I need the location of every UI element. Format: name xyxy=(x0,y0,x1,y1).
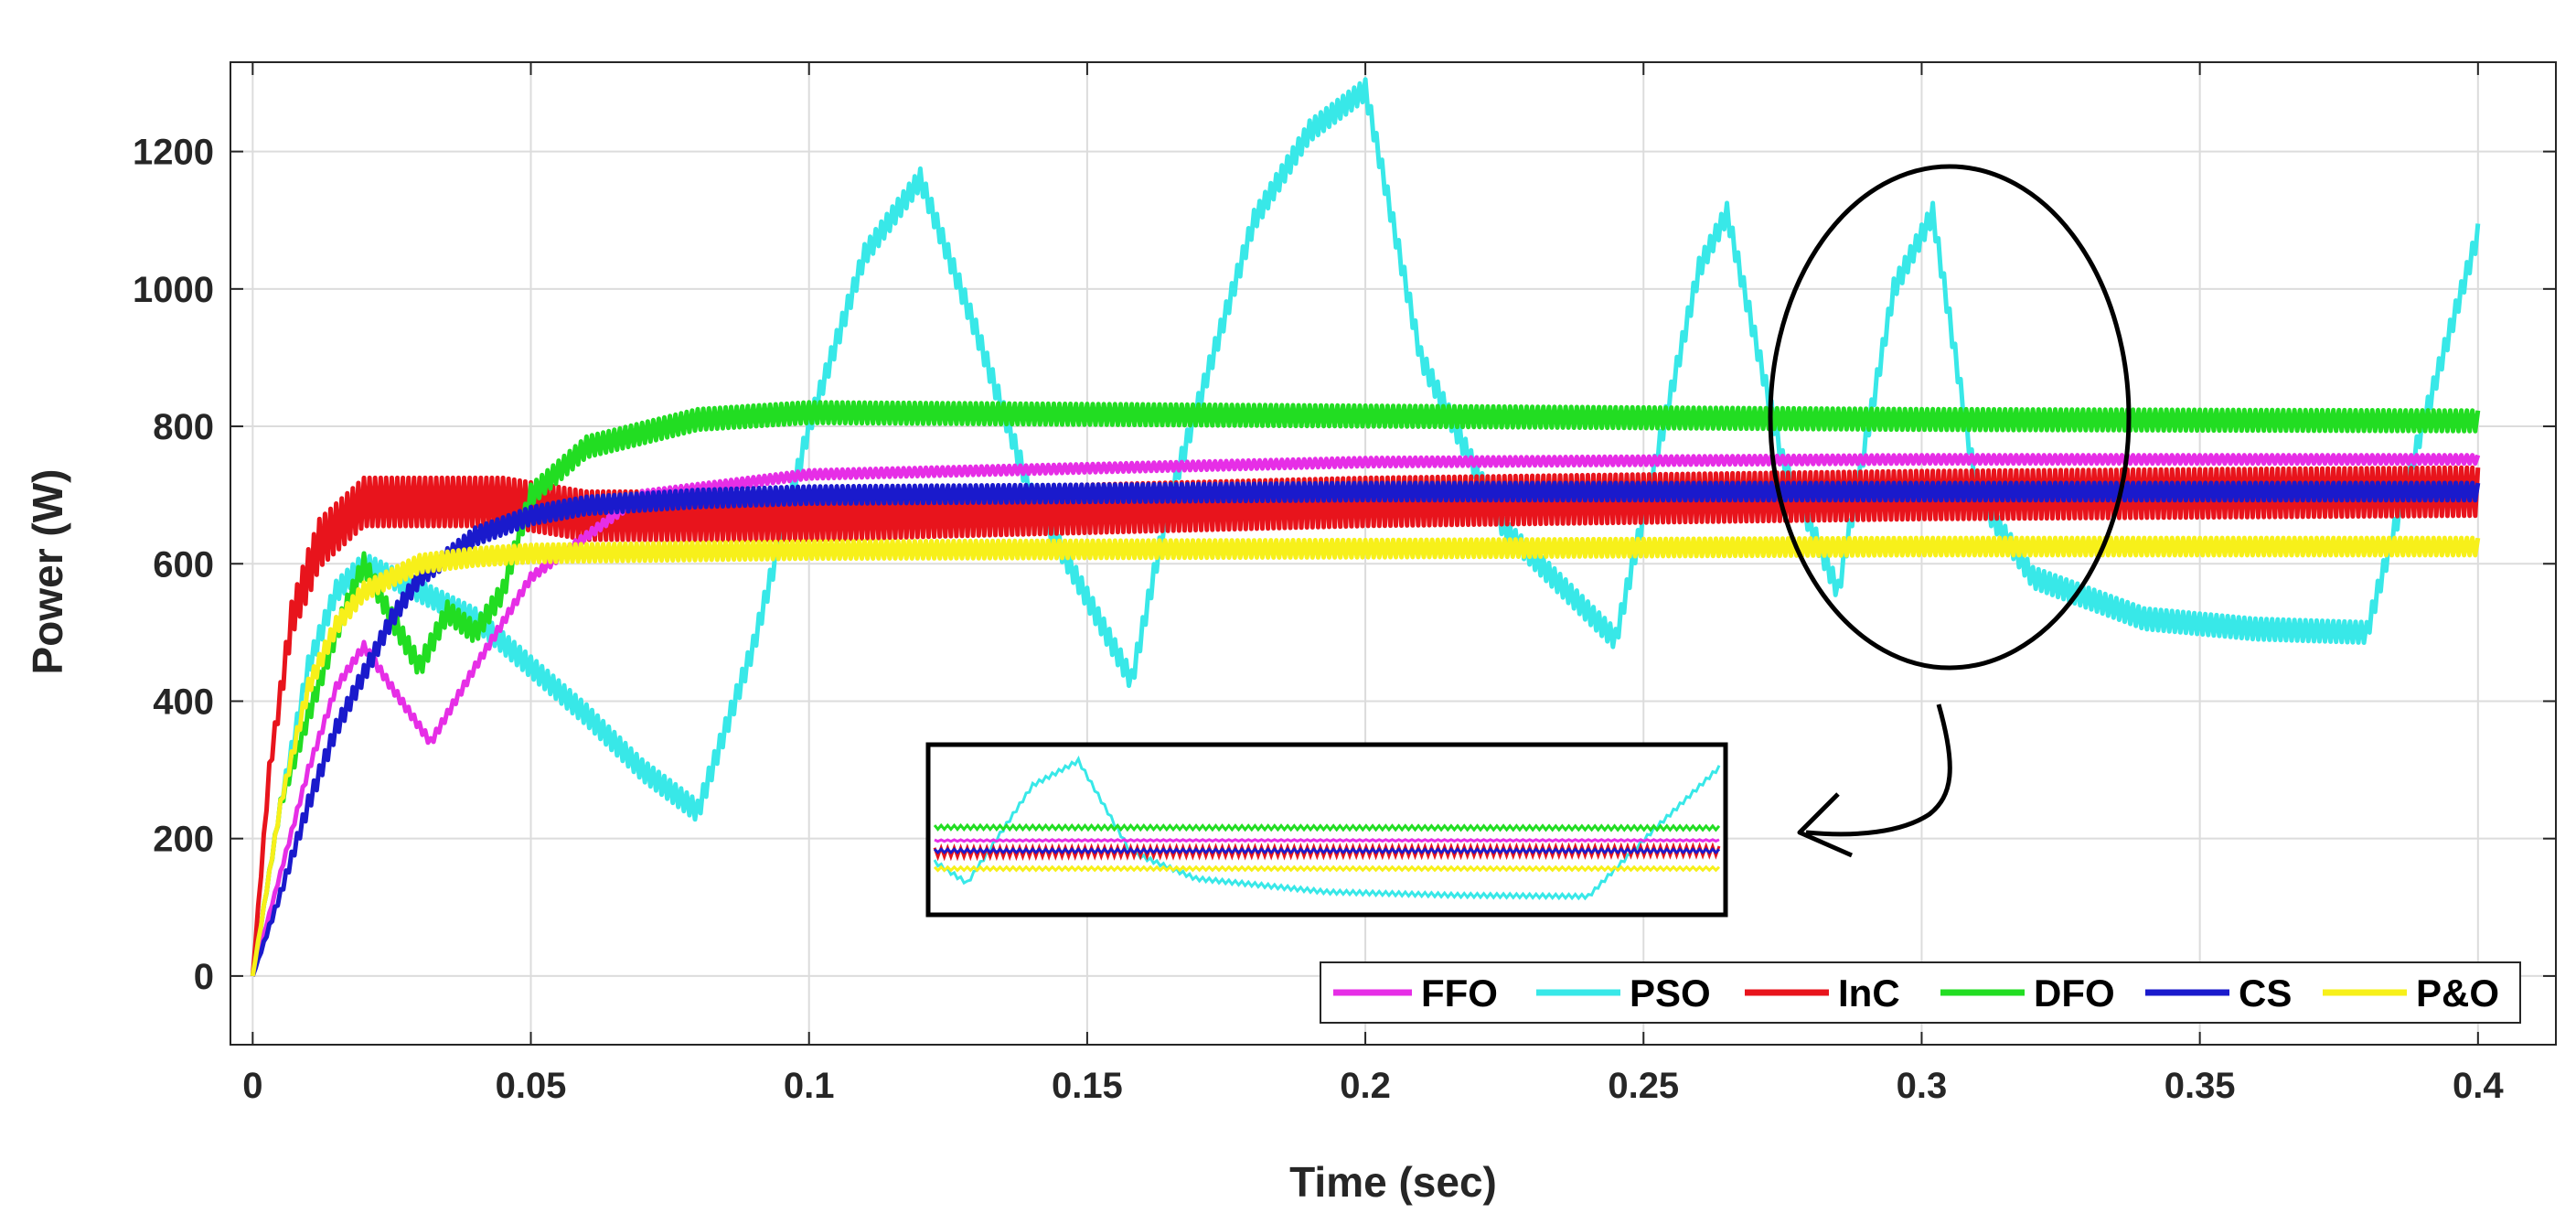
ticks: 0 0.05 0.1 0.15 0.2 0.25 0.3 0.35 0.4 0 200 400 600 8… xyxy=(133,62,2556,1106)
x-tick-label: 0.3 xyxy=(1897,1066,1948,1106)
x-axis-title: Time (sec) xyxy=(1289,1158,1497,1206)
legend-label-pso: PSO xyxy=(1630,972,1711,1015)
inset-series-layer xyxy=(933,755,1721,901)
y-tick-label: 200 xyxy=(153,820,214,860)
series-line-cs xyxy=(250,480,2481,977)
y-tick-label: 0 xyxy=(194,957,214,997)
legend: FFO PSO InC DFO CS P&O xyxy=(1320,961,2521,1024)
legend-label-po: P&O xyxy=(2416,972,2499,1015)
series-line-dfo xyxy=(250,400,2481,977)
legend-label-dfo: DFO xyxy=(2034,972,2115,1015)
inset-line-ffo xyxy=(934,838,1720,843)
inset-line-cs xyxy=(933,847,1721,855)
legend-label-inc: InC xyxy=(1838,972,1900,1015)
x-tick-label: 0.35 xyxy=(2164,1066,2236,1106)
x-tick-label: 0 xyxy=(242,1066,262,1106)
annotation-arrow-head xyxy=(1797,792,1854,858)
annotation-arrow-curve xyxy=(1805,703,1952,837)
x-tick-label: 0.1 xyxy=(784,1066,835,1106)
x-tick-label: 0.25 xyxy=(1608,1066,1679,1106)
inset-line-po xyxy=(933,864,1721,873)
y-tick-label: 800 xyxy=(153,407,214,447)
y-tick-label: 400 xyxy=(153,682,214,722)
legend-label-cs: CS xyxy=(2239,972,2292,1015)
highlight-ellipse xyxy=(1768,164,2132,671)
x-tick-label: 0.4 xyxy=(2453,1066,2504,1106)
zoom-inset xyxy=(925,742,1728,918)
inset-line-dfo xyxy=(933,822,1721,832)
series-line-pso xyxy=(250,77,2481,977)
legend-items: FFO PSO InC DFO CS P&O xyxy=(1333,972,2499,1015)
series-line-po xyxy=(250,535,2481,977)
y-tick-label: 600 xyxy=(153,544,214,585)
series-layer xyxy=(250,77,2481,977)
y-tick-label: 1000 xyxy=(133,270,214,310)
y-tick-label: 1200 xyxy=(133,133,214,173)
x-tick-label: 0.2 xyxy=(1340,1066,1391,1106)
x-tick-label: 0.05 xyxy=(496,1066,567,1106)
plot-frame xyxy=(230,61,2557,1046)
inset-line-pso xyxy=(933,755,1721,901)
legend-label-ffo: FFO xyxy=(1421,972,1498,1015)
x-tick-label: 0.15 xyxy=(1052,1066,1123,1106)
legend-box xyxy=(1320,961,2521,1024)
y-axis-title: Power (W) xyxy=(24,469,71,675)
